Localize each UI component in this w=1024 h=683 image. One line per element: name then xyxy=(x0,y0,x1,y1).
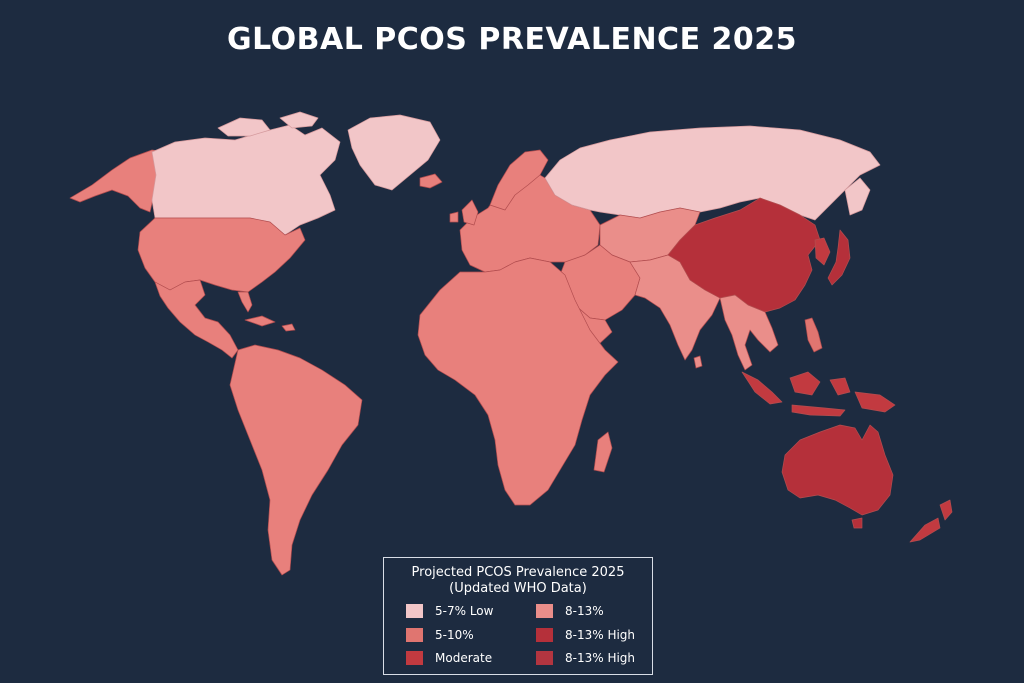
region-alaska[interactable] xyxy=(69,149,167,213)
page-title: GLOBAL PCOS PREVALENCE 2025 xyxy=(226,22,798,57)
legend-swatch xyxy=(406,628,423,642)
legend-item-5: Moderate xyxy=(406,651,492,665)
legend-label: 5-10% xyxy=(435,628,474,642)
legend-swatch xyxy=(406,604,423,618)
legend-label: 8-13% High xyxy=(565,628,636,642)
legend-item-1: 5-7% Low xyxy=(406,604,493,618)
region-south-america[interactable] xyxy=(229,344,363,576)
region-tasmania[interactable] xyxy=(851,517,863,529)
legend-title-line2: (Updated WHO Data) xyxy=(449,581,587,596)
legend-swatch xyxy=(536,628,553,642)
region-greenland[interactable] xyxy=(347,114,441,191)
region-uk-ireland[interactable] xyxy=(449,199,479,226)
legend-item-2: 8-13% xyxy=(536,604,604,618)
region-japan[interactable] xyxy=(827,229,851,286)
region-madagascar[interactable] xyxy=(593,431,613,473)
legend: Projected PCOS Prevalence 2025 (Updated … xyxy=(383,557,653,675)
region-arctic-islands[interactable] xyxy=(217,111,319,137)
legend-label: 8-13% High xyxy=(565,651,636,665)
legend-label: 5-7% Low xyxy=(435,604,494,618)
region-scandinavia[interactable] xyxy=(489,149,549,211)
region-florida[interactable] xyxy=(237,291,253,313)
region-sri-lanka[interactable] xyxy=(693,355,703,369)
region-kamchatka[interactable] xyxy=(844,177,871,216)
region-mexico-central-america[interactable] xyxy=(154,279,239,359)
region-philippines[interactable] xyxy=(804,317,823,353)
legend-item-6: 8-13% High xyxy=(536,651,635,665)
region-russia[interactable] xyxy=(544,125,881,221)
region-africa[interactable] xyxy=(417,257,619,506)
region-new-zealand[interactable] xyxy=(909,499,953,543)
legend-swatch xyxy=(536,604,553,618)
region-australia[interactable] xyxy=(781,424,894,516)
legend-swatch xyxy=(536,651,553,665)
region-caribbean[interactable] xyxy=(244,315,296,332)
legend-title-line1: Projected PCOS Prevalence 2025 xyxy=(411,565,625,580)
legend-item-4: 8-13% High xyxy=(536,628,635,642)
region-iceland[interactable] xyxy=(419,173,443,189)
legend-item-3: 5-10% xyxy=(406,628,474,642)
region-southeast-asia[interactable] xyxy=(719,294,779,371)
region-indonesia[interactable] xyxy=(741,371,896,417)
legend-label: Moderate xyxy=(435,651,493,665)
legend-swatch xyxy=(406,651,423,665)
region-china[interactable] xyxy=(667,197,821,313)
region-korea[interactable] xyxy=(814,237,831,266)
legend-title: Projected PCOS Prevalence 2025 (Updated … xyxy=(384,565,652,597)
legend-label: 8-13% xyxy=(565,604,604,618)
